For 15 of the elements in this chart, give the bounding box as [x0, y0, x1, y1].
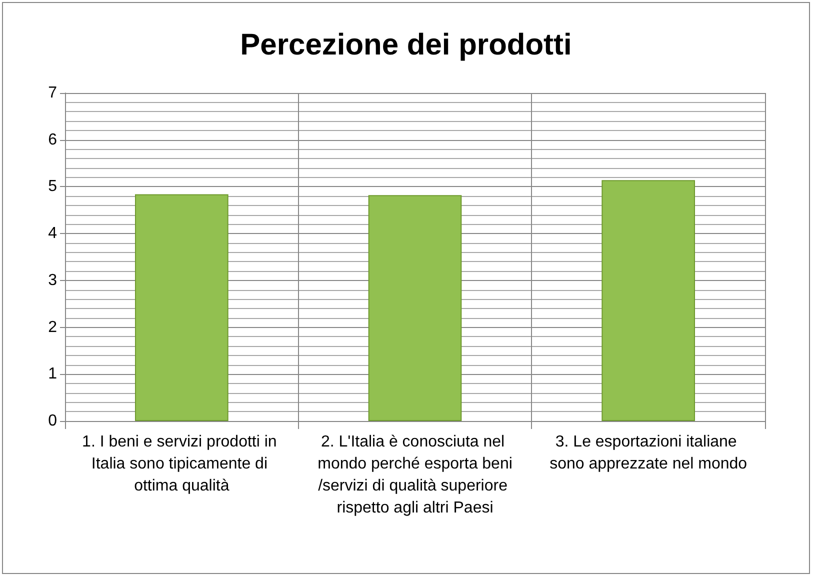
y-tick-label: 5 [48, 178, 58, 196]
y-tick-label: 0 [48, 412, 58, 430]
bar [368, 195, 462, 421]
bar [602, 180, 695, 421]
x-tick-label: 1. I beni e servizi prodotti in Italia sono tipicamente di ottima qualità [82, 434, 282, 494]
y-tick-label: 4 [48, 225, 58, 242]
bar [135, 194, 228, 421]
y-tick-label: 3 [48, 272, 58, 289]
y-tick-label: 1 [48, 366, 58, 383]
y-tick-label: 2 [48, 318, 58, 336]
chart-title: Percezione dei prodotti [240, 28, 572, 62]
y-tick-label: 7 [48, 84, 58, 102]
x-tick-label: 3. Le esportazioni italiane sono apprezzate nel mondo [550, 434, 748, 472]
x-tick-label: 2. L'Italia è conosciuta nel mondo perché esporta beni/servizi di qualità superiore rispetto agli altri Paesi [318, 434, 512, 516]
y-tick-label: 6 [48, 131, 58, 148]
